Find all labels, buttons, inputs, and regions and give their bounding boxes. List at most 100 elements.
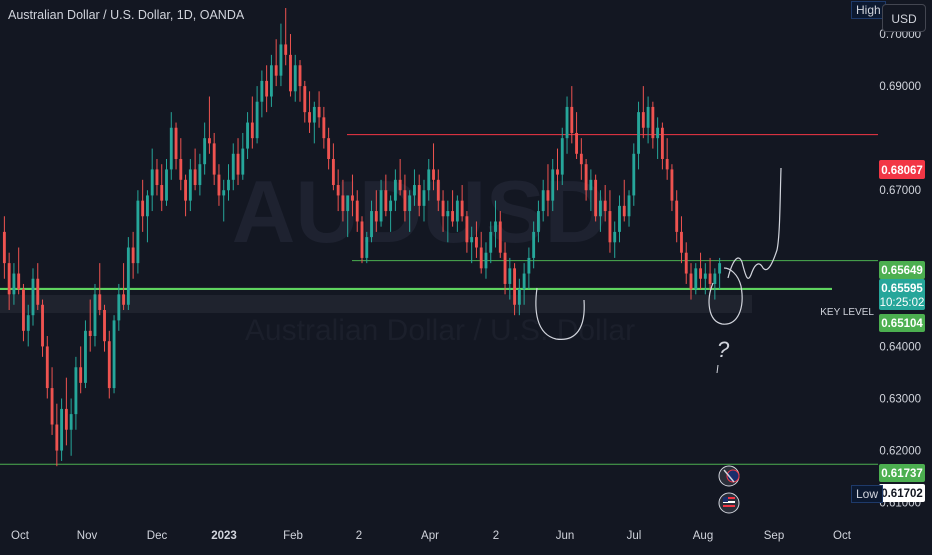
candle[interactable]: [217, 164, 221, 206]
candle[interactable]: [150, 148, 154, 212]
candle[interactable]: [265, 65, 269, 113]
candle[interactable]: [546, 164, 550, 217]
currency-button[interactable]: USD: [882, 4, 926, 32]
candle[interactable]: [608, 190, 612, 253]
candle[interactable]: [7, 252, 11, 310]
candle[interactable]: [565, 96, 569, 154]
candle[interactable]: [627, 190, 631, 227]
candle[interactable]: [479, 231, 483, 274]
candle[interactable]: [227, 164, 230, 201]
candle[interactable]: [470, 226, 474, 264]
candle[interactable]: [289, 34, 292, 97]
candle[interactable]: [50, 367, 54, 435]
candle[interactable]: [203, 122, 207, 175]
candle[interactable]: [284, 8, 288, 66]
candle[interactable]: [441, 190, 445, 232]
candle[interactable]: [527, 247, 531, 290]
candle[interactable]: [250, 96, 254, 149]
candle[interactable]: [455, 195, 459, 232]
candle[interactable]: [575, 112, 578, 159]
candle[interactable]: [79, 346, 83, 394]
candle[interactable]: [598, 190, 602, 232]
candle[interactable]: [241, 132, 245, 180]
candle[interactable]: [88, 299, 92, 352]
candle[interactable]: [694, 263, 698, 295]
candle[interactable]: [331, 143, 335, 191]
candle[interactable]: [398, 158, 402, 196]
candle[interactable]: [436, 169, 440, 212]
candle[interactable]: [169, 112, 173, 180]
candle[interactable]: [2, 216, 6, 279]
candle[interactable]: [570, 86, 574, 144]
candle[interactable]: [207, 96, 211, 154]
candle[interactable]: [646, 96, 650, 144]
candle[interactable]: [613, 221, 617, 258]
candle[interactable]: [446, 200, 450, 243]
candle[interactable]: [184, 174, 188, 217]
candle[interactable]: [322, 106, 326, 149]
candle[interactable]: [517, 278, 521, 316]
candle[interactable]: [637, 101, 640, 170]
candle[interactable]: [656, 117, 660, 159]
candle[interactable]: [489, 221, 493, 264]
candle[interactable]: [393, 169, 397, 212]
candle[interactable]: [618, 195, 621, 243]
candle[interactable]: [465, 211, 469, 253]
candle[interactable]: [389, 195, 393, 232]
candle[interactable]: [603, 185, 607, 222]
candle[interactable]: [551, 158, 555, 212]
candle[interactable]: [26, 304, 30, 347]
candle[interactable]: [141, 179, 145, 232]
candle[interactable]: [93, 283, 97, 347]
candle[interactable]: [498, 211, 502, 258]
candle[interactable]: [22, 283, 25, 342]
candle[interactable]: [355, 190, 359, 232]
candle[interactable]: [236, 138, 240, 186]
candle[interactable]: [508, 257, 512, 300]
candle[interactable]: [541, 179, 545, 222]
candle[interactable]: [374, 190, 378, 232]
candle[interactable]: [165, 158, 168, 206]
candle[interactable]: [260, 70, 264, 118]
candle[interactable]: [484, 242, 488, 279]
candle[interactable]: [341, 179, 345, 222]
economic-event-icon[interactable]: [718, 465, 740, 487]
candle[interactable]: [422, 179, 426, 222]
candle[interactable]: [536, 200, 540, 243]
candle[interactable]: [365, 231, 369, 264]
candle[interactable]: [684, 242, 688, 284]
candle[interactable]: [255, 86, 259, 144]
candle[interactable]: [122, 263, 126, 310]
candle[interactable]: [336, 169, 340, 212]
candle[interactable]: [589, 169, 593, 212]
candle[interactable]: [346, 195, 350, 238]
candle[interactable]: [64, 377, 68, 446]
candle[interactable]: [665, 138, 669, 180]
candle[interactable]: [560, 127, 564, 186]
candle[interactable]: [31, 268, 35, 326]
candle[interactable]: [556, 148, 559, 191]
candle[interactable]: [36, 263, 40, 310]
candle[interactable]: [55, 403, 59, 467]
candle[interactable]: [222, 179, 226, 222]
candle[interactable]: [231, 143, 235, 191]
candle[interactable]: [308, 91, 311, 133]
candle[interactable]: [274, 39, 278, 87]
candle[interactable]: [670, 164, 674, 212]
candle[interactable]: [360, 216, 364, 264]
candle[interactable]: [379, 179, 383, 227]
candle[interactable]: [136, 190, 140, 274]
candle[interactable]: [198, 153, 202, 196]
candle[interactable]: [718, 257, 722, 290]
candle[interactable]: [107, 330, 111, 399]
candle[interactable]: [370, 200, 373, 243]
candle[interactable]: [351, 174, 354, 217]
candle[interactable]: [584, 158, 588, 201]
candle[interactable]: [522, 263, 526, 305]
candle[interactable]: [660, 122, 664, 170]
candle[interactable]: [513, 263, 517, 316]
candle[interactable]: [622, 179, 626, 222]
candle[interactable]: [41, 299, 44, 357]
candle[interactable]: [417, 174, 421, 217]
candle[interactable]: [632, 143, 636, 206]
